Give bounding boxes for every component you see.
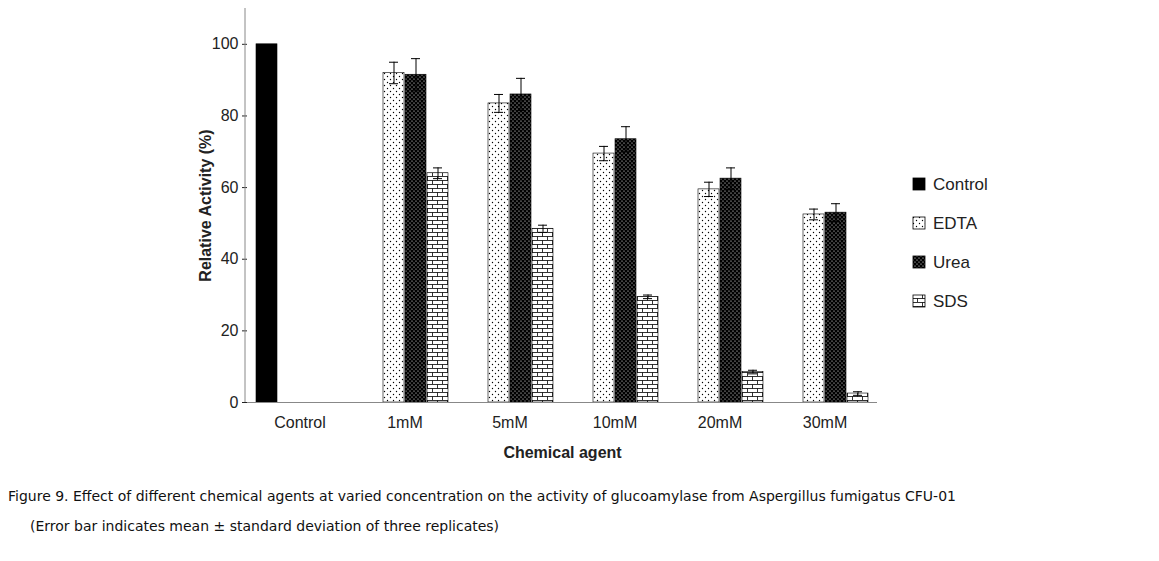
svg-text:60: 60 — [221, 179, 239, 196]
html-text:(Error bar indicates mean ± st: (Error bar indicates mean ± standard dev… — [30, 518, 500, 534]
svg-text:30mM: 30mM — [803, 414, 847, 431]
html-text:EDTA: EDTA — [933, 213, 978, 233]
html-text:SDS: SDS — [933, 291, 968, 311]
svg-text:Relative Activity (%): Relative Activity (%) — [197, 129, 214, 281]
svg-text:0: 0 — [230, 394, 239, 411]
svg-text:40: 40 — [221, 250, 239, 267]
svg-text:20: 20 — [221, 322, 239, 339]
svg-text:80: 80 — [221, 107, 239, 124]
svg-text:1mM: 1mM — [387, 414, 423, 431]
svg-text:Control: Control — [274, 414, 326, 431]
html-text:Control: Control — [933, 174, 988, 194]
html-text:Urea: Urea — [933, 252, 970, 272]
svg-text:10mM: 10mM — [593, 414, 637, 431]
svg-text:Chemical agent: Chemical agent — [503, 444, 622, 461]
svg-text:20mM: 20mM — [698, 414, 742, 431]
svg-text:5mM: 5mM — [492, 414, 528, 431]
html-text:Figure 9. Effect of different: Figure 9. Effect of different chemical a… — [8, 488, 956, 504]
svg-text:100: 100 — [212, 35, 239, 52]
